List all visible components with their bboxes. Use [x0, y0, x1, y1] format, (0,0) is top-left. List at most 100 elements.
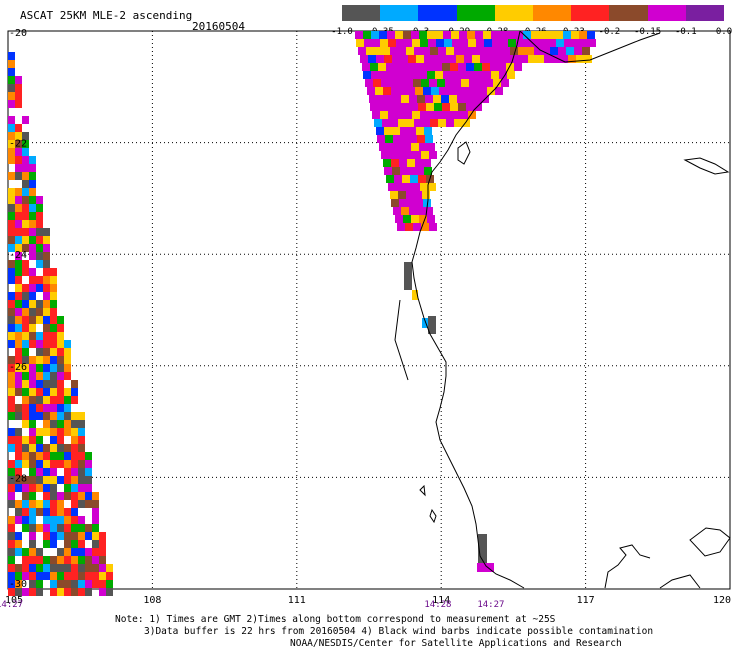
data-cell — [400, 55, 408, 63]
data-cell — [487, 87, 495, 95]
color-scale-label: -1.0 — [331, 27, 353, 37]
data-cell — [8, 332, 15, 340]
data-cell — [15, 540, 22, 548]
data-cell — [425, 207, 433, 215]
data-cell — [8, 324, 15, 332]
data-cell — [563, 31, 571, 39]
island-se — [689, 527, 731, 557]
data-cell — [451, 71, 459, 79]
data-cell — [29, 284, 36, 292]
data-cell — [43, 332, 50, 340]
data-cell — [379, 143, 387, 151]
data-cell — [518, 47, 526, 55]
data-cell — [36, 340, 43, 348]
data-cell — [71, 492, 78, 500]
data-cell — [438, 47, 446, 55]
data-cell — [399, 159, 407, 167]
data-cell — [22, 436, 29, 444]
data-cell — [50, 452, 57, 460]
data-cell — [29, 388, 36, 396]
data-cell — [428, 183, 436, 191]
data-cell — [29, 500, 36, 508]
data-cell — [64, 468, 71, 476]
data-cell — [85, 572, 92, 580]
data-cell — [404, 262, 412, 290]
data-cell — [43, 388, 50, 396]
data-cell — [426, 63, 434, 71]
data-cell — [50, 476, 57, 484]
data-cell — [385, 95, 393, 103]
data-cell — [556, 39, 564, 47]
data-cell — [22, 524, 29, 532]
data-cell — [8, 236, 15, 244]
data-cell — [413, 79, 421, 87]
data-cell — [78, 412, 85, 420]
data-cell — [378, 103, 386, 111]
data-cell — [50, 276, 57, 284]
data-cell — [398, 119, 406, 127]
data-cell — [426, 103, 434, 111]
data-cell — [376, 55, 384, 63]
data-cell — [99, 540, 106, 548]
data-cell — [434, 63, 442, 71]
data-cell — [57, 324, 64, 332]
data-cell — [15, 548, 22, 556]
data-cell — [429, 151, 437, 159]
data-cell — [368, 55, 376, 63]
data-cell — [15, 412, 22, 420]
data-cell — [466, 63, 474, 71]
data-cell — [8, 364, 15, 372]
data-cell — [64, 348, 71, 356]
data-cell — [22, 420, 29, 428]
data-cell — [526, 47, 534, 55]
data-cell — [416, 127, 424, 135]
data-cell — [57, 460, 64, 468]
data-cell — [43, 268, 50, 276]
data-cell — [57, 380, 64, 388]
data-cell — [471, 87, 479, 95]
data-cell — [29, 252, 36, 260]
island-small-1 — [419, 484, 426, 497]
data-cell — [106, 564, 113, 572]
data-cell — [8, 300, 15, 308]
data-cell — [36, 196, 43, 204]
data-cell — [29, 316, 36, 324]
data-cell — [43, 572, 50, 580]
data-cell — [470, 47, 478, 55]
data-cell — [36, 316, 43, 324]
data-cell — [8, 124, 15, 132]
data-cell — [78, 556, 85, 564]
data-cell — [29, 204, 36, 212]
data-cell — [71, 500, 78, 508]
data-cell — [22, 492, 29, 500]
data-cell — [29, 276, 36, 284]
data-cell — [8, 204, 15, 212]
data-cell — [64, 428, 71, 436]
data-cell — [50, 300, 57, 308]
data-cell — [393, 135, 401, 143]
data-cell — [8, 156, 15, 164]
data-cell — [85, 548, 92, 556]
data-cell — [15, 316, 22, 324]
data-cell — [92, 572, 99, 580]
data-cell — [92, 524, 99, 532]
data-cell — [71, 524, 78, 532]
time-label: 14:27 — [477, 600, 505, 610]
data-cell — [411, 31, 419, 39]
data-cell — [8, 492, 15, 500]
data-cell — [57, 396, 64, 404]
data-cell — [8, 316, 15, 324]
data-cell — [501, 79, 509, 87]
data-cell — [50, 308, 57, 316]
data-cell — [395, 71, 403, 79]
data-cell — [372, 111, 380, 119]
data-cell — [390, 47, 398, 55]
data-cell — [485, 79, 493, 87]
data-cell — [22, 244, 29, 252]
data-cell — [36, 236, 43, 244]
data-cell — [29, 516, 36, 524]
data-cell — [29, 572, 36, 580]
lon-tick-label: 108 — [143, 595, 161, 606]
data-cell — [482, 63, 490, 71]
data-cell — [477, 79, 485, 87]
